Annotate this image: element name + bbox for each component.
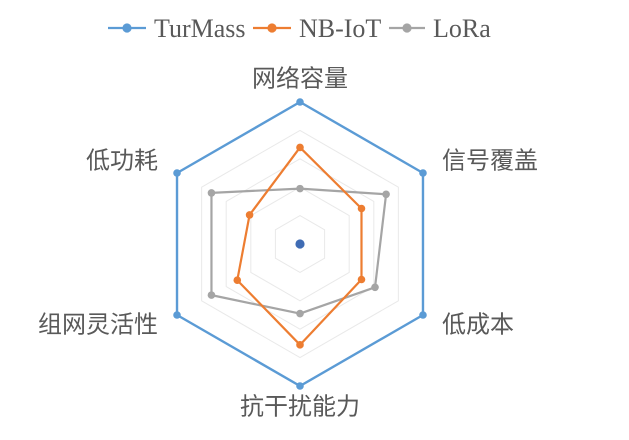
svg-text:低功耗: 低功耗	[86, 147, 158, 174]
svg-text:低成本: 低成本	[442, 311, 514, 338]
svg-text:组网灵活性: 组网灵活性	[38, 311, 158, 338]
svg-text:抗干扰能力: 抗干扰能力	[240, 393, 360, 420]
svg-text:网络容量: 网络容量	[252, 65, 348, 92]
svg-text:信号覆盖: 信号覆盖	[442, 147, 538, 174]
